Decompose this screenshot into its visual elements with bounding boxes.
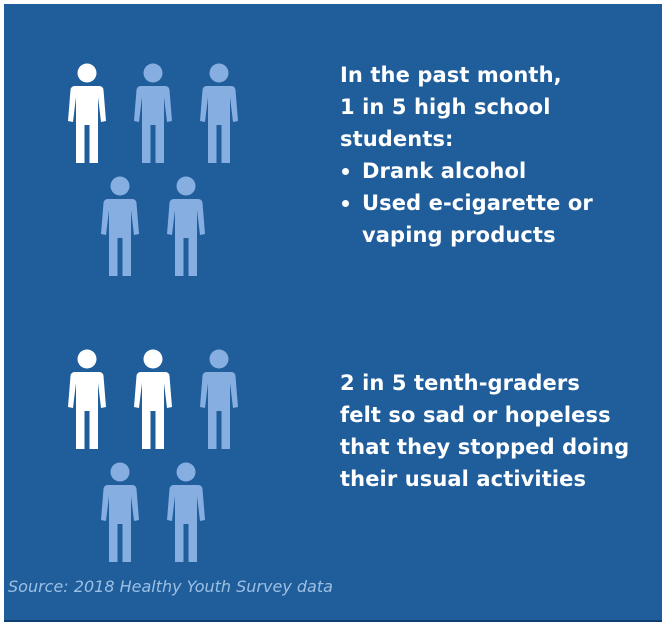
stat-1-person-icon xyxy=(101,176,139,276)
stat-1-bullet-2-line-2: vaping products xyxy=(362,223,556,247)
stat-2-line-2: felt so sad or hopeless xyxy=(340,403,611,427)
stat-2-text: 2 in 5 tenth-graders felt so sad or hope… xyxy=(340,367,629,495)
stat-1-bullet-list: Drank alcohol Used e-cigarette or vaping… xyxy=(340,155,593,251)
stat-1-bullet-item: Drank alcohol xyxy=(340,155,593,187)
stat-1-bullet-2-line-1: Used e-cigarette or xyxy=(362,191,593,215)
stat-1-heading-line-3: students: xyxy=(340,127,454,151)
stat-2-person-icon xyxy=(167,462,205,562)
stat-2-highlighted-person-icon xyxy=(134,349,172,449)
bullet-icon xyxy=(342,200,349,207)
source-note: Source: 2018 Healthy Youth Survey data xyxy=(8,577,333,596)
stat-1-person-icon xyxy=(200,63,238,163)
stat-1-heading-line-2: 1 in 5 high school xyxy=(340,95,551,119)
stat-2-line-3: that they stopped doing xyxy=(340,435,630,459)
stat-2-person-icon xyxy=(200,349,238,449)
stat-2-people-icons xyxy=(68,349,308,569)
stat-1-text: In the past month, 1 in 5 high school st… xyxy=(340,59,593,251)
stat-1-heading-line-1: In the past month, xyxy=(340,63,562,87)
infographic-panel: In the past month, 1 in 5 high school st… xyxy=(4,4,662,622)
stat-2-person-icon xyxy=(101,462,139,562)
stat-1-people-icons xyxy=(68,63,308,283)
bullet-icon xyxy=(342,168,349,175)
stat-2-line-4: their usual activities xyxy=(340,467,587,491)
stat-1-person-icon xyxy=(167,176,205,276)
stat-1-bullet-item: Used e-cigarette or vaping products xyxy=(340,187,593,251)
stat-1-highlighted-person-icon xyxy=(68,63,106,163)
stat-1-bullet-1-line-1: Drank alcohol xyxy=(362,159,527,183)
stat-2-highlighted-person-icon xyxy=(68,349,106,449)
stat-2-line-1: 2 in 5 tenth-graders xyxy=(340,371,580,395)
stat-1-person-icon xyxy=(134,63,172,163)
